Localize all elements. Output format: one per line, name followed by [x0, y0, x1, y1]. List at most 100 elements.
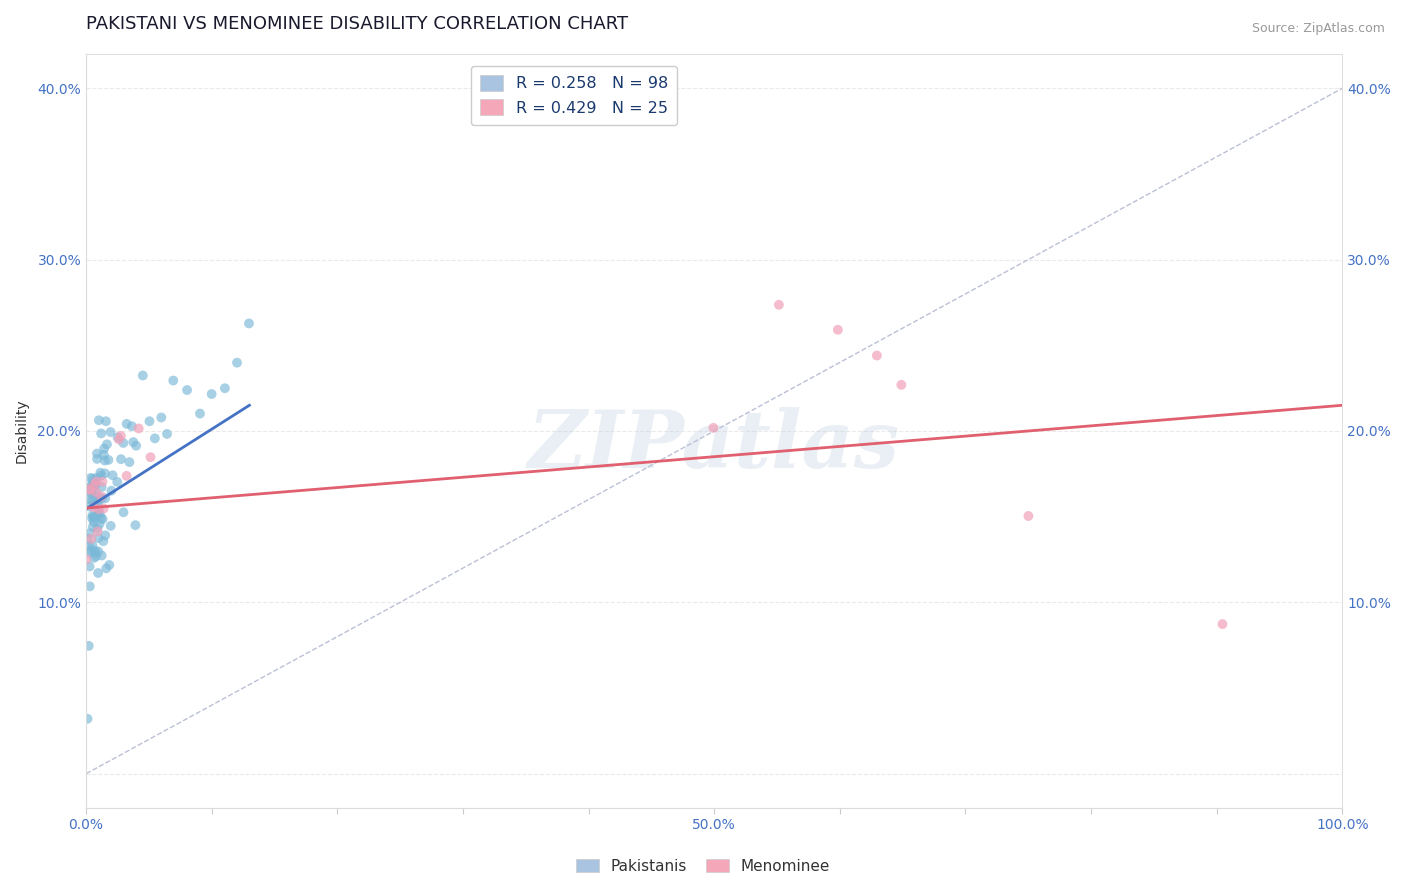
Text: PAKISTANI VS MENOMINEE DISABILITY CORRELATION CHART: PAKISTANI VS MENOMINEE DISABILITY CORREL… [86, 15, 628, 33]
Point [115, 469, 138, 483]
Point [90, 468, 112, 483]
Point [94, 453, 117, 467]
Point [162, 374, 184, 388]
Text: ZIPatlas: ZIPatlas [529, 408, 900, 485]
Point [827, 323, 849, 337]
Point [84, 475, 107, 489]
Point [82, 538, 104, 552]
Point [90, 490, 112, 504]
Point [91, 475, 114, 489]
Point [108, 433, 131, 447]
Point [86, 521, 108, 535]
Text: Source: ZipAtlas.com: Source: ZipAtlas.com [1251, 22, 1385, 36]
Point [82, 520, 104, 534]
Legend: Pakistanis, Menominee: Pakistanis, Menominee [569, 853, 837, 880]
Point [90, 480, 112, 494]
Point [132, 368, 155, 383]
Point [96, 437, 118, 451]
Point [91, 534, 114, 549]
Point [1017, 508, 1039, 523]
Point [79, 483, 101, 497]
Point [83, 500, 105, 515]
Point [83, 497, 105, 511]
Point [80, 543, 103, 558]
Point [143, 431, 166, 445]
Point [94, 414, 117, 428]
Point [79, 482, 101, 496]
Point [112, 436, 135, 450]
Point [150, 410, 173, 425]
Point [80, 484, 103, 499]
Point [238, 317, 260, 331]
Point [82, 493, 104, 508]
Point [87, 531, 110, 545]
Point [139, 450, 162, 465]
Point [87, 413, 110, 427]
Point [101, 468, 124, 483]
Y-axis label: Disability: Disability [15, 399, 30, 463]
Point [96, 561, 118, 575]
Point [110, 452, 132, 467]
Point [112, 505, 135, 519]
Point [80, 471, 103, 485]
Point [125, 439, 148, 453]
Point [97, 453, 120, 467]
Point [138, 414, 160, 428]
Point [84, 543, 107, 558]
Point [83, 477, 105, 491]
Point [79, 559, 101, 574]
Point [76, 532, 98, 546]
Point [75, 552, 97, 566]
Point [87, 544, 110, 558]
Point [84, 545, 107, 559]
Point [87, 566, 110, 580]
Point [100, 519, 122, 533]
Point [89, 516, 111, 531]
Point [87, 496, 110, 510]
Point [86, 451, 108, 466]
Point [94, 467, 117, 481]
Point [80, 479, 103, 493]
Point [93, 501, 115, 516]
Legend: R = 0.258   N = 98, R = 0.429   N = 25: R = 0.258 N = 98, R = 0.429 N = 25 [471, 66, 678, 125]
Point [89, 491, 111, 505]
Point [121, 419, 143, 434]
Point [93, 448, 115, 462]
Point [94, 491, 117, 506]
Point [83, 479, 105, 493]
Point [82, 508, 104, 523]
Point [82, 509, 104, 524]
Point [1211, 617, 1233, 632]
Point [80, 532, 103, 546]
Point [90, 426, 112, 441]
Point [91, 512, 114, 526]
Point [86, 471, 108, 485]
Point [83, 515, 105, 529]
Point [124, 518, 146, 533]
Point [77, 639, 100, 653]
Point [76, 492, 98, 507]
Point [89, 466, 111, 480]
Point [100, 425, 122, 439]
Point [226, 356, 249, 370]
Point [86, 524, 108, 539]
Point [128, 421, 150, 435]
Point [84, 549, 107, 564]
Point [79, 526, 101, 541]
Point [890, 377, 912, 392]
Point [82, 472, 104, 486]
Point [80, 511, 103, 525]
Point [214, 381, 236, 395]
Point [79, 545, 101, 559]
Point [702, 421, 724, 435]
Point [80, 487, 103, 501]
Point [866, 349, 889, 363]
Point [93, 442, 115, 456]
Point [83, 550, 105, 565]
Point [176, 383, 198, 397]
Point [768, 298, 790, 312]
Point [80, 484, 103, 499]
Point [84, 477, 107, 491]
Point [94, 528, 117, 542]
Point [156, 426, 179, 441]
